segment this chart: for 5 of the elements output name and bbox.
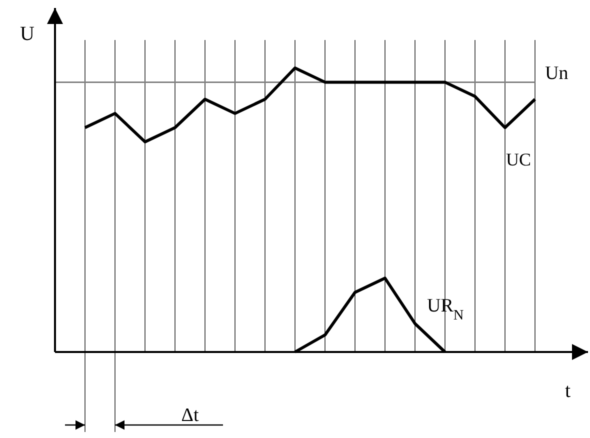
ref-line-label: Un [545, 63, 569, 84]
series-label: UC [506, 150, 532, 170]
x-axis-title: t [565, 380, 571, 402]
y-axis-title: U [20, 23, 35, 45]
text: Δt [181, 405, 200, 426]
